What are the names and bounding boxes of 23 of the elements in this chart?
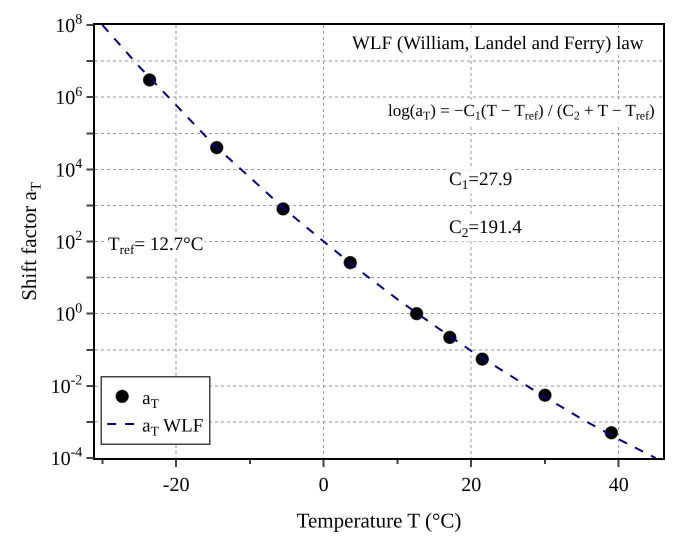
point: [142, 73, 156, 87]
point: [604, 426, 618, 440]
y-tick-label: 10$^{0}$: [55, 301, 82, 326]
x-tick-label: -20: [162, 474, 190, 496]
y-tick-label: 10$^{6}$: [55, 84, 82, 110]
x-tick-label: 20: [461, 474, 482, 496]
line-series: [101, 25, 657, 458]
annotation: C$_{2}$=191.4: [449, 217, 522, 240]
point: [410, 306, 424, 320]
annotation: T$_{ref}$= 12.7°C: [108, 234, 204, 257]
text: log(a$_{T}$) = −C$_{1}$(T − T$_{ref}$) / (C$_{2}$ + T − T$_{ref}$): [388, 101, 655, 123]
y-tick-label: 10$^{8}$: [55, 12, 82, 37]
x-tick-label: 40: [608, 474, 629, 496]
legend-label: a$_{T}$: [142, 388, 159, 411]
y-tick-label: 10$^{2}$: [55, 229, 82, 254]
y-tick-label: 10$^{-4}$: [50, 446, 82, 470]
y-tick-label: 10$^{4}$: [55, 156, 82, 182]
x-axis-title: Temperature T (°C): [296, 508, 462, 532]
x-tick-label: 0: [318, 474, 329, 496]
y-tick-label: 10$^{-2}$: [50, 373, 82, 398]
legend-label: a$_{T}$ WLF: [142, 415, 204, 438]
annotation: C$_{1}$=27.9: [449, 169, 512, 192]
annotation: WLF (William, Landel and Ferry) law: [352, 33, 644, 54]
